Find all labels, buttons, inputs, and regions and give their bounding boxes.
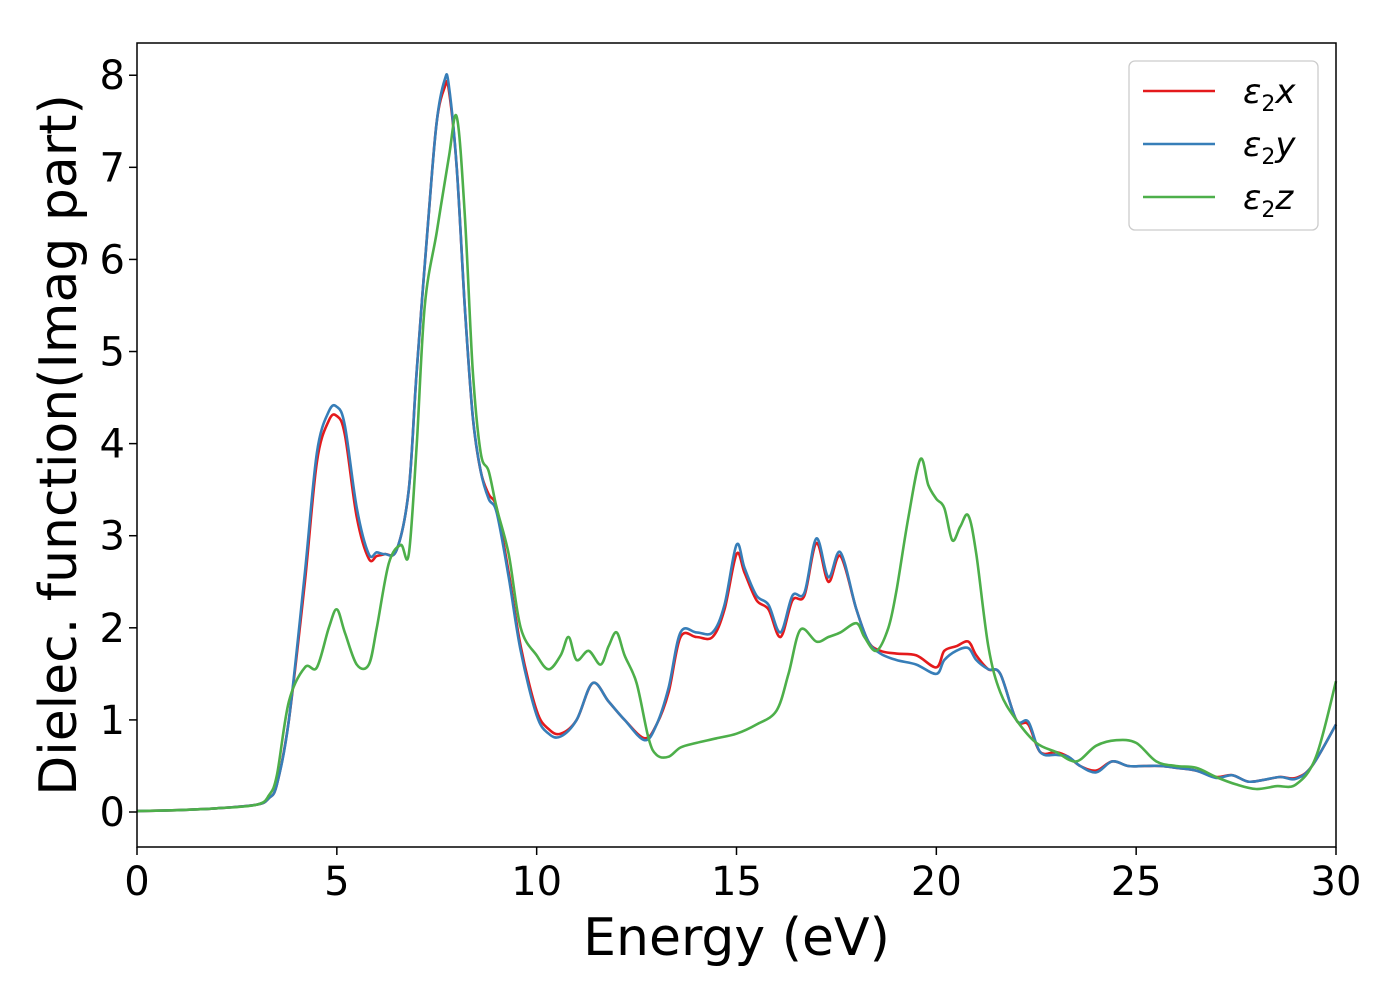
x-tick-label: 10 [511,859,562,905]
legend-box [1128,60,1319,231]
x-axis: 0 5 10 15 20 25 30 [124,847,1361,905]
y-tick-label: 2 [100,606,125,652]
y-tick-label: 5 [100,330,125,376]
y-tick-label: 6 [100,237,125,283]
y-tick-label: 7 [100,145,125,191]
series-line-z [136,113,1338,813]
legend-label-x: ε2x [1243,72,1296,117]
legend-label-z: ε2z [1243,178,1294,223]
legend: ε2x ε2y ε2z [1128,60,1319,231]
x-tick-label: 5 [324,859,349,905]
x-tick-label: 20 [911,859,962,905]
x-tick-label: 25 [1111,859,1162,905]
x-axis-title: Energy (eV) [583,908,890,968]
y-tick-label: 1 [100,698,125,744]
y-tick-label: 0 [100,790,125,836]
y-tick-label: 3 [100,514,125,560]
x-tick-label: 15 [711,859,762,905]
y-axis: 0 1 2 3 4 5 6 7 8 [100,53,137,836]
series-layer [136,73,1338,813]
y-tick-label: 8 [100,53,125,99]
series-line-y [136,73,1338,813]
legend-label-y: ε2y [1243,125,1296,170]
y-axis-title: Dielec. function(Imag part) [29,94,89,796]
x-tick-label: 30 [1311,859,1362,905]
y-tick-label: 4 [100,422,125,468]
x-tick-label: 0 [124,859,149,905]
